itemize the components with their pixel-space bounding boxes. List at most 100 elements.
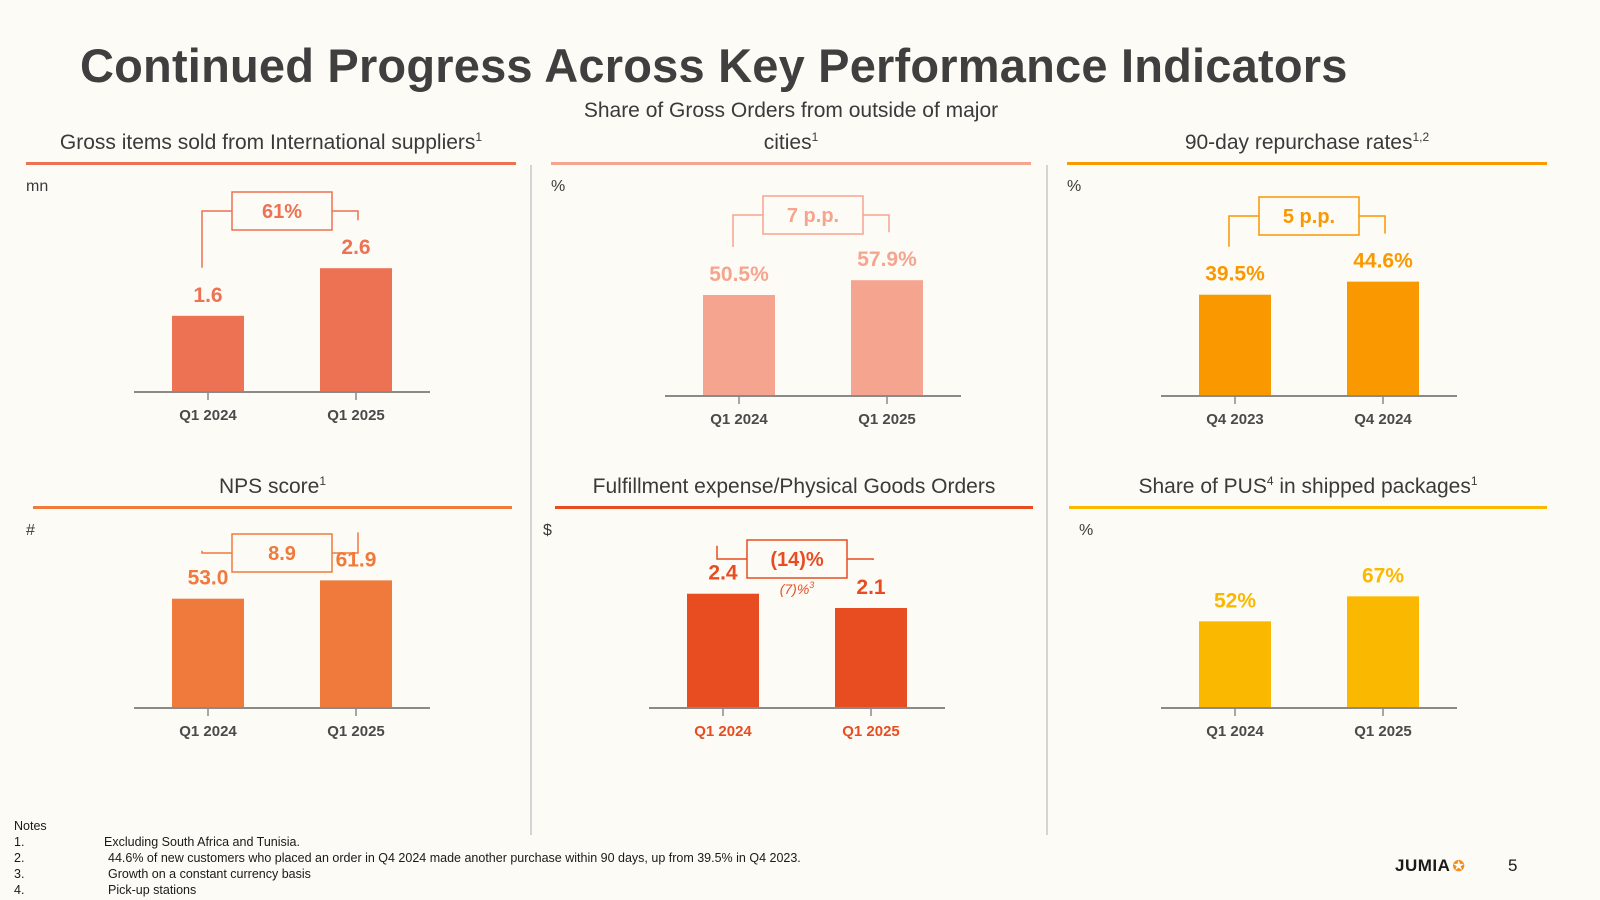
data-label: 1.6 — [193, 284, 222, 307]
kpi-panel-fulfillment: Fulfillment expense/Physical Goods Order… — [543, 452, 1033, 782]
data-label: 50.5% — [709, 263, 769, 286]
footnote-ref: 3 — [809, 580, 814, 590]
kpi-panel-share-orders: Share of Gross Orders from outside of ma… — [551, 99, 1031, 438]
panel-title: Fulfillment expense/Physical Goods Order… — [555, 452, 1033, 500]
data-label: 2.4 — [708, 562, 738, 585]
bar — [1199, 621, 1271, 708]
tick-label: Q1 2024 — [710, 411, 768, 428]
change-value: (14)% — [770, 549, 824, 571]
bar — [172, 598, 244, 708]
page-number: 5 — [1508, 856, 1518, 875]
tick-label: Q1 2025 — [858, 411, 916, 428]
note-text: Growth on a constant currency basis — [108, 867, 311, 881]
unit-label: % — [1079, 522, 1094, 539]
footnote-ref: 4 — [1266, 474, 1274, 488]
footnote-ref: 1,2 — [1412, 130, 1430, 144]
bar — [851, 280, 923, 396]
bar — [172, 315, 244, 392]
data-label: 53.0 — [188, 567, 229, 590]
change-box — [746, 539, 848, 579]
data-label: 2.6 — [341, 236, 370, 259]
jumia-logo: JUMIA ✪ — [1395, 856, 1465, 876]
footnote-ref: 1 — [319, 474, 327, 488]
panel-title: 90-day repurchase rates1,2 — [1067, 108, 1547, 156]
panel-title-text: Share of Gross Orders from outside of ma… — [583, 99, 999, 154]
column-separator — [1046, 165, 1048, 835]
unit-label: mn — [26, 178, 49, 195]
panel-title-text: Share of PUS — [1138, 475, 1267, 498]
data-label: 57.9% — [857, 248, 917, 271]
panel-title-text: NPS score — [218, 475, 320, 498]
page-title: Continued Progress Across Key Performanc… — [80, 39, 1348, 92]
jumia-star-icon: ✪ — [1452, 858, 1466, 875]
note-text: 44.6% of new customers who placed an ord… — [108, 851, 801, 865]
note-text: Excluding South Africa and Tunisia. — [104, 835, 300, 849]
panel-rule — [33, 506, 512, 509]
tick-label: Q1 2024 — [1206, 723, 1264, 740]
bar-chart: 50.5% Q1 2024 57.9% Q1 2025 7 p.p. — [665, 195, 961, 428]
note-number: 4. — [14, 883, 25, 897]
change-bracket — [201, 210, 359, 268]
note-row: 3. Growth on a constant currency basis — [14, 866, 801, 882]
kpi-panel-nps: NPS score1 # 53.0 Q1 2024 61.9 Q1 2025 8.9 — [26, 452, 512, 782]
footnote-ref: 1 — [811, 130, 819, 144]
panel-rule — [551, 162, 1031, 165]
change-box — [231, 191, 333, 231]
change-value: 7 p.p. — [787, 205, 839, 227]
bar — [320, 268, 392, 392]
change-bracket — [732, 214, 890, 247]
change-value: 8.9 — [268, 543, 296, 565]
tick-label: Q1 2025 — [842, 723, 900, 740]
tick-label: Q1 2025 — [327, 407, 385, 424]
tick-label: Q1 2024 — [179, 723, 237, 740]
bar-chart: 2.4 Q1 2024 2.1 Q1 2025 (14)% (7)%3 — [649, 539, 945, 740]
bar — [835, 608, 907, 708]
footnotes: Notes 1. Excluding South Africa and Tunis… — [14, 818, 801, 898]
data-label: 39.5% — [1205, 263, 1265, 286]
panel-rule — [555, 506, 1033, 509]
bar-chart: 53.0 Q1 2024 61.9 Q1 2025 8.9 — [134, 532, 430, 740]
constant-currency-note: (7)%3 — [780, 580, 815, 597]
panel-title: Gross items sold from International supp… — [26, 108, 516, 156]
column-separator — [530, 165, 532, 835]
bar — [1199, 294, 1271, 396]
bar — [703, 295, 775, 396]
note-row: 2. 44.6% of new customers who placed an o… — [14, 850, 801, 866]
footnote-ref: 1 — [475, 130, 483, 144]
change-value: 61% — [262, 201, 302, 223]
note-number: 3. — [14, 867, 25, 881]
bar — [687, 593, 759, 708]
note-number: 2. — [14, 851, 25, 865]
bar-chart: 39.5% Q4 2023 44.6% Q4 2024 5 p.p. — [1161, 196, 1457, 428]
tick-label: Q4 2024 — [1354, 411, 1412, 428]
notes-heading: Notes — [14, 819, 47, 833]
note-row: 4. Pick-up stations — [14, 882, 801, 898]
bar — [1347, 281, 1419, 396]
change-bracket — [716, 545, 874, 560]
panel-title-suffix: in shipped packages — [1273, 475, 1471, 498]
kpi-panel-repurchase: 90-day repurchase rates1,2 % 39.5% Q4 202… — [1067, 108, 1547, 438]
kpi-panel-pus: Share of PUS4 in shipped packages1 % 52%… — [1069, 452, 1547, 782]
data-label: 67% — [1362, 564, 1404, 587]
data-label: 2.1 — [856, 576, 886, 599]
data-label: 61.9 — [336, 548, 377, 571]
logo-text: JUMIA — [1395, 856, 1451, 875]
unit-label: $ — [543, 522, 552, 539]
panel-title: Share of PUS4 in shipped packages1 — [1069, 452, 1547, 500]
unit-label: % — [1067, 178, 1082, 195]
bar-chart: 52% Q1 2024 67% Q1 2025 — [1161, 564, 1457, 740]
panel-title: Share of Gross Orders from outside of ma… — [551, 99, 1031, 156]
bar — [320, 580, 392, 708]
bar-chart: 1.6 Q1 2024 2.6 Q1 2025 61% — [134, 191, 430, 424]
change-box — [1258, 196, 1360, 236]
note-text: Pick-up stations — [108, 883, 197, 897]
data-label: 52% — [1214, 589, 1256, 612]
tick-label: Q1 2024 — [694, 723, 752, 740]
note-row: 1. Excluding South Africa and Tunisia. — [14, 834, 801, 850]
unit-label: # — [26, 522, 35, 539]
tick-label: Q1 2025 — [1354, 723, 1412, 740]
change-bracket — [1228, 215, 1386, 247]
change-bracket — [201, 532, 359, 554]
tick-label: Q1 2024 — [179, 407, 237, 424]
panel-rule — [26, 162, 516, 165]
